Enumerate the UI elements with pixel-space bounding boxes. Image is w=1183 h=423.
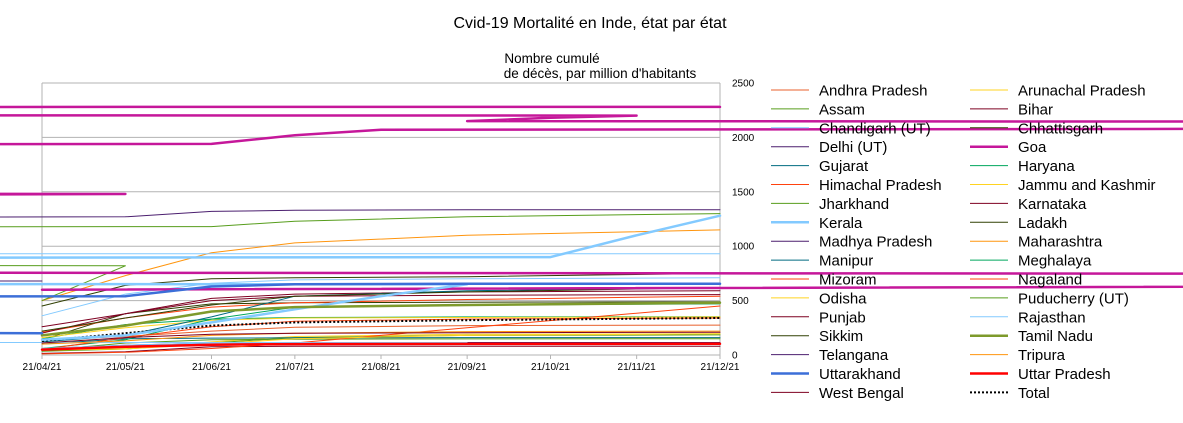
legend-label-mizoram: Mizoram bbox=[819, 272, 877, 289]
y-tick-label: 0 bbox=[732, 351, 738, 362]
legend-label-sikkim: Sikkim bbox=[819, 328, 863, 345]
legend-label-assam: Assam bbox=[819, 101, 865, 118]
legend-label-tripura: Tripura bbox=[1018, 347, 1066, 364]
legend-label-telangana: Telangana bbox=[819, 347, 889, 364]
x-tick-label: 21/07/21 bbox=[275, 362, 314, 373]
series-line-maharashtra bbox=[41, 229, 721, 302]
y-tick-label: 1000 bbox=[732, 242, 755, 253]
series-line-jammu-and-kashmir bbox=[41, 316, 721, 339]
x-tick-label: 21/12/21 bbox=[701, 362, 740, 373]
legend-label-chhattisgarh: Chhattisgarh bbox=[1018, 120, 1103, 137]
legend-label-kerala: Kerala bbox=[819, 215, 863, 232]
series-line-odisha bbox=[41, 333, 721, 351]
axes: 0 500 1000 1500 2000 2500 21/04/21 21/05/21 21/0… bbox=[23, 79, 755, 374]
legend-label-total: Total bbox=[1018, 385, 1050, 402]
plot-area bbox=[0, 105, 1183, 355]
x-tick-label: 21/09/21 bbox=[448, 362, 487, 373]
y-tick-label: 500 bbox=[732, 296, 749, 307]
legend: Andhra Pradesh Arunachal Pradesh Assam Biha… bbox=[771, 83, 1156, 402]
legend-label-jammu-and-kashmir: Jammu and Kashmir bbox=[1018, 177, 1156, 194]
legend-label-maharashtra: Maharashtra bbox=[1018, 234, 1103, 251]
y-tick-label: 1500 bbox=[732, 187, 755, 198]
legend-label-delhi-ut: Delhi (UT) bbox=[819, 139, 887, 156]
legend-label-ladakh: Ladakh bbox=[1018, 215, 1067, 232]
series-line-chandigarh-ut bbox=[41, 277, 721, 317]
chart-title: Cvid-19 Mortalité en Inde, état par état bbox=[453, 15, 727, 32]
legend-label-himachal-pradesh: Himachal Pradesh bbox=[819, 177, 942, 194]
legend-label-punjab: Punjab bbox=[819, 309, 866, 326]
series-line-sikkim bbox=[41, 287, 721, 332]
legend-label-haryana: Haryana bbox=[1018, 158, 1075, 175]
legend-label-nagaland: Nagaland bbox=[1018, 272, 1082, 289]
series-line-delhi-ut bbox=[0, 209, 721, 282]
series-line-tamil-nadu bbox=[40, 301, 722, 337]
series-line-total bbox=[41, 317, 721, 342]
legend-label-gujarat: Gujarat bbox=[819, 158, 869, 175]
series-line-jharkhand bbox=[41, 338, 721, 352]
x-tick-label: 21/10/21 bbox=[531, 362, 570, 373]
legend-label-karnataka: Karnataka bbox=[1018, 196, 1087, 213]
y-axis-title-line1: Nombre cumulé bbox=[504, 51, 599, 66]
legend-label-uttar-pradesh: Uttar Pradesh bbox=[1018, 366, 1111, 383]
series-line-tripura bbox=[41, 330, 721, 345]
legend-label-manipur: Manipur bbox=[819, 253, 873, 270]
series-line-goa bbox=[0, 105, 1183, 291]
legend-label-uttarakhand: Uttarakhand bbox=[819, 366, 901, 383]
legend-label-andhra-pradesh: Andhra Pradesh bbox=[819, 83, 927, 100]
legend-label-odisha: Odisha bbox=[819, 290, 867, 307]
legend-label-arunachal-pradesh: Arunachal Pradesh bbox=[1018, 83, 1146, 100]
x-tick-label: 21/08/21 bbox=[362, 362, 401, 373]
x-tick-label: 21/06/21 bbox=[192, 362, 231, 373]
legend-label-chandigarh-ut: Chandigarh (UT) bbox=[819, 120, 931, 137]
series-line-kerala bbox=[0, 214, 722, 342]
series-line-punjab bbox=[41, 294, 721, 328]
legend-label-west-bengal: West Bengal bbox=[819, 385, 904, 402]
series-line-mizoram bbox=[41, 305, 721, 355]
legend-label-meghalaya: Meghalaya bbox=[1018, 253, 1092, 270]
y-axis-title-line2: de décès, par million d'habitants bbox=[504, 66, 697, 81]
series-line-puducherry-ut bbox=[0, 213, 721, 302]
legend-label-rajasthan: Rajasthan bbox=[1018, 309, 1086, 326]
series-line-west-bengal bbox=[41, 331, 721, 344]
x-tick-label: 21/11/21 bbox=[618, 362, 657, 373]
legend-label-tamil-nadu: Tamil Nadu bbox=[1018, 328, 1093, 345]
series-line-uttar-pradesh bbox=[40, 342, 722, 351]
legend-label-goa: Goa bbox=[1018, 139, 1047, 156]
series-line-uttarakhand bbox=[0, 282, 722, 335]
legend-label-bihar: Bihar bbox=[1018, 101, 1053, 118]
series-line-rajasthan bbox=[0, 253, 721, 349]
y-tick-label: 2500 bbox=[732, 79, 755, 90]
legend-label-jharkhand: Jharkhand bbox=[819, 196, 889, 213]
series-line-chhattisgarh bbox=[41, 301, 721, 341]
series-line-bihar bbox=[41, 345, 721, 354]
legend-label-puducherry-ut: Puducherry (UT) bbox=[1018, 290, 1129, 307]
x-tick-label: 21/04/21 bbox=[23, 362, 62, 373]
x-tick-label: 21/05/21 bbox=[106, 362, 145, 373]
legend-label-madhya-pradesh: Madhya Pradesh bbox=[819, 234, 932, 251]
y-tick-label: 2000 bbox=[732, 133, 755, 144]
series-line-karnataka bbox=[41, 290, 721, 334]
